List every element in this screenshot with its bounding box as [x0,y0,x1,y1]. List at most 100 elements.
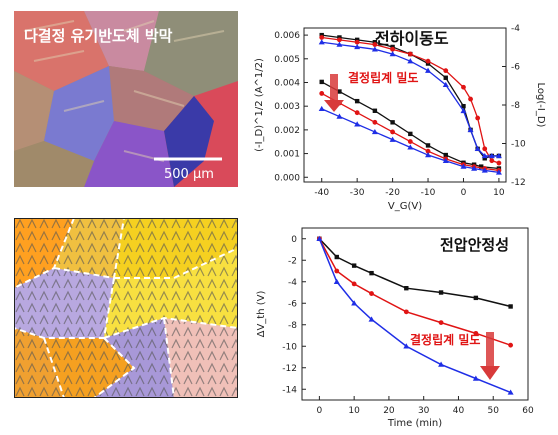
log-point-black [337,89,342,94]
sqrt-point-blue [407,58,414,64]
sqrt-point-red [443,68,449,74]
vth-point-red [508,342,514,348]
sqrt-point-black [443,75,448,80]
vth-point-blue [472,375,479,381]
vth-point-red [473,330,479,336]
sqrt-point-blue [481,152,488,159]
log-point-black [443,152,448,158]
stability-x-tick-label: 10 [348,406,360,416]
stability-arrow-shaft [486,332,494,366]
vth-point-black [369,270,374,276]
vth-point-black [473,295,479,301]
micrograph-title: 다결정 유기반도체 박막 [24,27,173,45]
stability-y-tick-label: 0 [291,235,297,245]
mobility-y-tick-label: 0.004 [274,78,300,88]
sqrt-point-red [337,37,342,43]
stability-x-label: Time (min) [387,418,442,429]
sqrt-point-blue [371,46,378,52]
sqrt-point-red [482,146,488,152]
mobility-arrow-shaft [330,74,338,100]
log-point-blue [371,128,378,135]
stability-y-tick-label: -12 [282,364,297,374]
grain-schematic-panel [13,217,239,399]
stability-chart-axes: 0 10 20 30 40 50 60 0 -2 -4 -6 -8 -10 -12 -14 Time (min… [256,227,534,429]
mobility-y-tick-label: 0.001 [274,150,300,160]
stability-y-tick-label: -2 [288,256,297,266]
sqrt-point-red [372,42,378,47]
mobility-y2-tick-label: -10 [511,140,526,150]
mobility-y2-tick-label: -6 [511,63,520,73]
sqrt-point-blue [474,145,481,152]
mobility-x-label: V_G(V) [388,201,422,212]
sqrt-point-red [496,160,502,166]
log-point-blue [471,165,478,171]
log-point-blue [336,113,343,119]
sqrt-point-blue [488,152,495,159]
mobility-y-tick-label: 0.002 [274,126,300,136]
mobility-y2-tick-label: -12 [511,178,526,188]
mobility-y2-tick-label: -4 [511,24,520,34]
grain-schematic [13,217,239,399]
vth-point-red [438,320,444,325]
stability-chart-marks [316,235,514,395]
log-point-blue [495,169,502,175]
sqrt-point-red [319,35,325,40]
mobility-chart-marks [318,32,502,175]
stability-y-tick-label: -4 [288,278,297,288]
sqrt-point-blue [442,81,449,88]
log-point-black [390,120,395,125]
vth-point-blue [403,343,410,349]
stability-y-label: ΔV_th (V) [256,291,267,338]
vth-point-black [508,304,513,309]
sqrt-point-blue [425,67,432,73]
mobility-y-tick-label: 0.000 [274,173,300,183]
stability-y-tick-label: -8 [288,321,297,331]
vth-point-blue [507,389,514,395]
vth-point-blue [368,316,375,322]
log-point-blue [442,157,449,164]
vth-point-red [351,281,357,287]
stability-x-tick-label: 40 [453,406,465,416]
stability-y-tick-label: -14 [282,385,297,395]
sqrt-point-blue [389,51,396,57]
sqrt-point-red [489,158,495,164]
stability-y-tick-label: -6 [288,299,297,309]
scale-label: 500 µm [164,167,214,182]
stability-plot-frame [301,227,529,401]
micrograph-panel: 다결정 유기반도체 박막 500 µm [14,11,238,187]
stability-x-tick-label: 60 [522,406,534,416]
log-point-red [390,129,395,135]
mobility-y-tick-label: 0.003 [274,102,300,112]
log-point-red [354,110,360,116]
mobility-y2-label: Log(-I_D) [535,83,546,128]
mobility-chart: -40 -30 -20 -10 0 10 0.000 0.001 0.002 0.003 0.004… [254,24,546,212]
vth-line-black [318,238,511,308]
log-point-black [478,164,484,169]
log-point-blue [425,152,432,158]
micrograph-image: 다결정 유기반도체 박막 500 µm [14,11,238,187]
sqrt-point-red [425,58,431,64]
stability-x-tick-label: 30 [418,406,430,416]
log-point-black [319,79,324,85]
log-curve-black [321,81,499,170]
vth-point-red [403,309,409,315]
log-point-black [372,108,378,113]
sqrt-point-red [461,84,466,90]
log-point-red [425,148,431,154]
mobility-chart-panel: -40 -30 -20 -10 0 10 0.000 0.001 0.002 0.003 0.004… [250,4,550,214]
stability-chart: 0 10 20 30 40 50 60 0 -2 -4 -6 -8 -10 -12 -14 Time (min… [256,227,534,429]
log-point-black [425,143,431,148]
sqrt-point-red [468,96,473,102]
mobility-y-tick-label: 0.005 [274,55,300,65]
vth-point-black [351,263,357,268]
sqrt-point-blue [467,126,474,133]
stability-chart-title: 전압안정성 [440,236,509,254]
mobility-chart-axes: -40 -30 -20 -10 0 10 0.000 0.001 0.002 0.003 0.004… [254,24,546,212]
vth-point-black [404,286,409,291]
vth-point-blue [351,300,358,306]
vth-point-blue [438,361,445,367]
log-point-blue [354,121,361,127]
sqrt-point-black [482,156,487,161]
sqrt-point-blue [460,107,467,114]
mobility-x-tick-label: 10 [493,188,505,198]
